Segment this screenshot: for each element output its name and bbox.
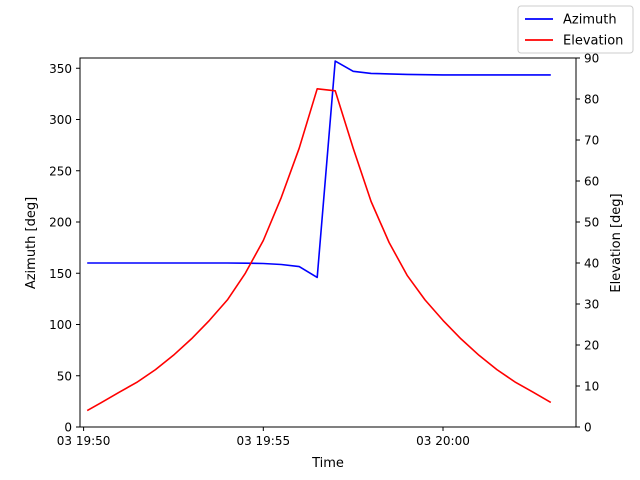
y-left-tick-label: 50	[57, 369, 72, 383]
legend-azimuth-label: Azimuth	[563, 13, 617, 28]
x-tick-label: 03 20:00	[416, 434, 470, 448]
y-left-tick-label: 250	[49, 164, 72, 178]
plot-area-border	[79, 57, 577, 428]
y-left-tick-label: 150	[49, 267, 72, 281]
elevation-series-line	[86, 88, 552, 412]
y-right-tick-label: 0	[584, 421, 592, 435]
y-right-tick-label: 80	[584, 93, 599, 107]
plot-frame	[79, 57, 577, 428]
legend: Azimuth Elevation	[517, 5, 634, 54]
x-tick-label: 03 19:55	[236, 434, 290, 448]
y-left-tick-label: 300	[49, 113, 72, 127]
y-left-tick-label: 200	[49, 216, 72, 230]
y-right-tick-label: 60	[584, 175, 599, 189]
y-left-tick-label: 350	[49, 62, 72, 76]
series-lines	[86, 60, 552, 412]
y-right-tick-label: 20	[584, 339, 599, 353]
y-right-tick-label: 40	[584, 257, 599, 271]
y-right-tick-label: 90	[584, 52, 599, 66]
y-right-tick-label: 50	[584, 216, 599, 230]
y-left-tick-label: 0	[64, 421, 72, 435]
y-axis-left-label: Azimuth [deg]	[24, 197, 39, 289]
x-axis-label: Time	[311, 456, 344, 471]
x-axis: 03 19:50 03 19:55 03 20:00	[57, 427, 470, 448]
legend-box	[517, 5, 634, 54]
y-right-tick-label: 30	[584, 298, 599, 312]
y-axis-right: 0 10 20 30 40 50 60 70 80 90	[576, 52, 599, 435]
legend-elevation-label: Elevation	[563, 34, 623, 49]
x-tick-label: 03 19:50	[57, 434, 111, 448]
y-axis-left: 0 50 100 150 200 250 300 350	[49, 62, 80, 435]
y-axis-right-label: Elevation [deg]	[609, 193, 624, 292]
y-right-tick-label: 10	[584, 380, 599, 394]
y-left-tick-label: 100	[49, 318, 72, 332]
y-right-tick-label: 70	[584, 134, 599, 148]
azimuth-series-line	[87, 60, 551, 279]
